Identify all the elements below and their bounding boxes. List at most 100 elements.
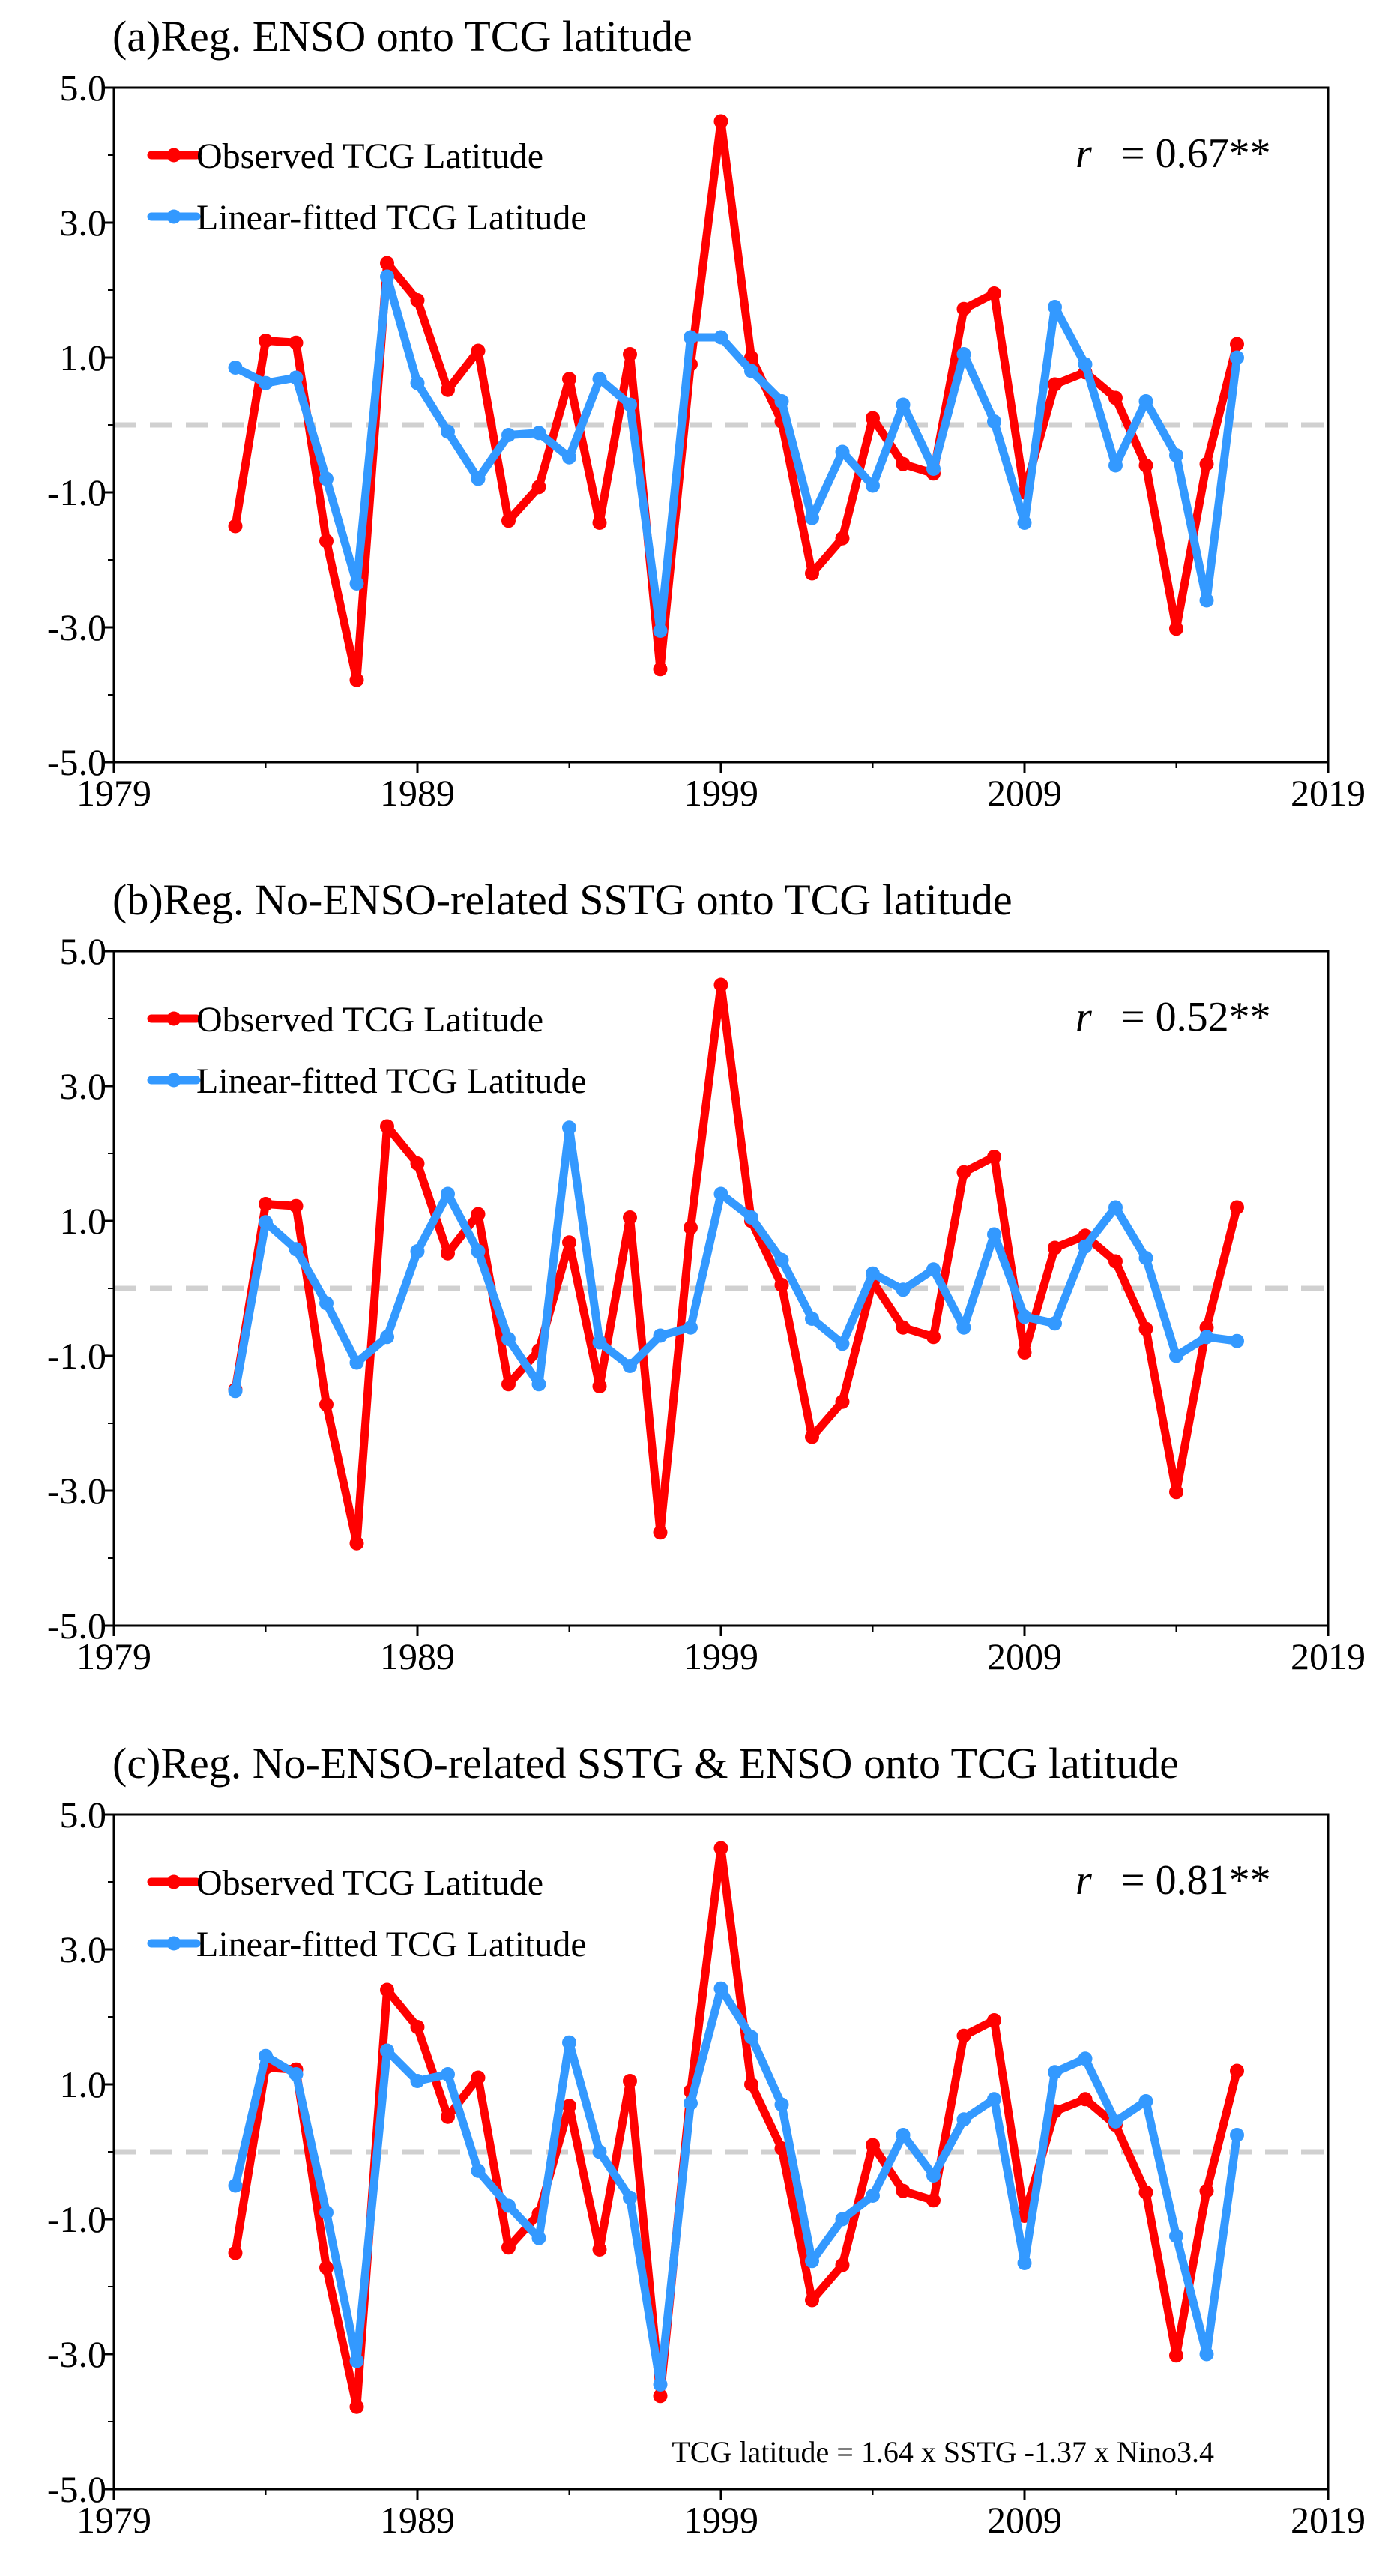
- data-point: [956, 301, 971, 316]
- data-point: [866, 1266, 880, 1281]
- y-tick-label: 3.0: [60, 1928, 107, 1970]
- data-point: [774, 394, 789, 408]
- data-point: [592, 2144, 607, 2159]
- data-point: [1078, 357, 1093, 372]
- data-point: [289, 2067, 304, 2081]
- data-point: [1230, 1200, 1244, 1215]
- data-point: [1108, 1200, 1123, 1215]
- data-point: [653, 662, 668, 677]
- correlation-annotation: r = 0.81**: [1075, 1857, 1271, 1904]
- data-point: [623, 2190, 637, 2205]
- data-point: [1017, 1345, 1032, 1360]
- data-point: [349, 672, 364, 687]
- x-tick-label: 2009: [987, 772, 1062, 814]
- legend-label: Linear-fitted TCG Latitude: [196, 198, 587, 238]
- data-point: [349, 576, 364, 591]
- data-point: [1138, 394, 1153, 408]
- data-point: [228, 1384, 243, 1399]
- data-point: [289, 370, 304, 385]
- data-point: [713, 1841, 728, 1856]
- data-point: [835, 444, 850, 459]
- data-point: [805, 566, 819, 581]
- data-point: [562, 372, 576, 387]
- data-point: [1017, 516, 1032, 530]
- chart-panel-a: (a)Reg. ENSO onto TCG latitude -5.0 -3.0 -1…: [47, 12, 1366, 814]
- data-point: [774, 1278, 789, 1292]
- data-point: [441, 424, 455, 439]
- data-point: [956, 1165, 971, 1180]
- correlation-symbol: r: [1075, 994, 1092, 1040]
- y-axis: -5.0 -3.0 -1.0 1.0 3.0 5.0: [47, 1794, 114, 2510]
- data-point: [956, 347, 971, 361]
- data-point: [1078, 2092, 1093, 2107]
- data-point: [349, 1536, 364, 1551]
- data-point: [441, 2067, 455, 2081]
- data-point: [713, 330, 728, 345]
- data-point: [501, 2240, 516, 2255]
- series-line: [231, 1844, 1241, 2411]
- data-point: [1078, 1239, 1093, 1254]
- data-point: [471, 471, 486, 486]
- data-point: [380, 1119, 394, 1134]
- data-point: [531, 1377, 546, 1392]
- y-tick-label: 1.0: [60, 1200, 107, 1242]
- correlation-symbol: r: [1075, 1857, 1092, 1904]
- data-point: [866, 478, 880, 493]
- data-point: [1169, 1485, 1183, 1500]
- data-point: [410, 293, 425, 307]
- data-point: [1230, 2128, 1244, 2142]
- data-point: [1199, 593, 1214, 608]
- y-tick-label: 5.0: [60, 1794, 107, 1836]
- data-point: [380, 269, 394, 284]
- correlation-annotation: r = 0.67**: [1075, 130, 1271, 177]
- data-point: [410, 1156, 425, 1171]
- chart-panel-b: (b)Reg. No-ENSO-related SSTG onto TCG la…: [47, 875, 1366, 1677]
- data-point: [1230, 1333, 1244, 1348]
- data-point: [1230, 2063, 1244, 2078]
- data-point: [1169, 2348, 1183, 2363]
- legend-swatch-marker: [166, 1073, 181, 1088]
- data-point: [1048, 377, 1062, 392]
- data-point: [531, 480, 546, 495]
- data-point: [441, 1246, 455, 1261]
- x-axis: 1979 1989 1999 2009 2019: [76, 1626, 1366, 1677]
- correlation-annotation: r = 0.52**: [1075, 994, 1271, 1040]
- series-line: [231, 117, 1241, 684]
- data-point: [1108, 2114, 1123, 2129]
- data-point: [956, 1320, 971, 1335]
- y-tick-label: -1.0: [47, 2198, 106, 2240]
- data-point: [319, 2205, 334, 2220]
- data-point: [562, 1120, 576, 1135]
- data-point: [259, 375, 273, 390]
- y-tick-label: 5.0: [60, 67, 107, 109]
- data-point: [501, 513, 516, 528]
- data-point: [805, 1312, 819, 1326]
- data-point: [987, 286, 1001, 301]
- data-point: [289, 1242, 304, 1257]
- data-point: [805, 2293, 819, 2308]
- data-point: [319, 1296, 334, 1311]
- data-point: [653, 1328, 668, 1343]
- data-point: [289, 1198, 304, 1213]
- data-point: [926, 1330, 941, 1345]
- correlation-value: = 0.81**: [1121, 1857, 1271, 1904]
- data-point: [1199, 456, 1214, 471]
- series-observed: [228, 1841, 1244, 2414]
- data-point: [319, 2260, 334, 2275]
- data-point: [471, 2163, 486, 2178]
- data-point: [1230, 337, 1244, 352]
- legend-label: Linear-fitted TCG Latitude: [196, 1061, 587, 1101]
- legend-swatch-marker: [166, 1011, 181, 1026]
- series-linear-fitted: [228, 1120, 1244, 1399]
- data-point: [1017, 1309, 1032, 1324]
- data-point: [380, 2043, 394, 2058]
- data-point: [896, 1282, 911, 1297]
- data-point: [592, 1335, 607, 1350]
- legend-swatch-marker: [166, 148, 181, 163]
- series-line: [231, 1984, 1241, 2389]
- data-point: [744, 2077, 758, 2092]
- data-point: [744, 1210, 758, 1225]
- y-tick-label: -5.0: [47, 1605, 106, 1647]
- data-point: [289, 335, 304, 350]
